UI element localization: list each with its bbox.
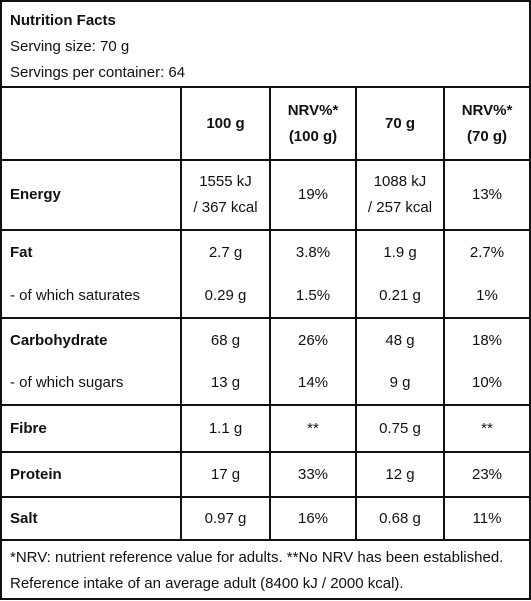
row-label: - of which saturates	[2, 275, 182, 319]
value-cell: 13 g	[180, 362, 271, 406]
column-header: NRV%* (70 g)	[443, 88, 529, 161]
value-cell: 13%	[443, 159, 529, 231]
value-cell: 12 g	[355, 451, 445, 498]
row-label: - of which sugars	[2, 362, 182, 406]
row-label: Carbohydrate	[2, 317, 182, 362]
value-cell: 16%	[269, 496, 357, 541]
value-cell: 0.29 g	[180, 275, 271, 319]
column-header: NRV%* (100 g)	[269, 88, 357, 161]
value-cell: 3.8%	[269, 229, 357, 275]
footnote-line: Reference intake of an average adult (84…	[10, 575, 404, 592]
table-row: Fibre 1.1 g ** 0.75 g **	[2, 404, 529, 453]
value-cell: 26%	[269, 317, 357, 362]
panel-header: Nutrition Facts Serving size: 70 g Servi…	[2, 2, 529, 88]
table-row: Salt 0.97 g 16% 0.68 g 11%	[2, 496, 529, 541]
value-cell: 0.68 g	[355, 496, 445, 541]
value-cell: **	[269, 404, 357, 453]
value-cell: 14%	[269, 362, 357, 406]
value-cell: 48 g	[355, 317, 445, 362]
corner-cell	[2, 88, 182, 161]
value-cell: 18%	[443, 317, 529, 362]
value-cell: 33%	[269, 451, 357, 498]
value-cell: 2.7 g	[180, 229, 271, 275]
table-row: Protein 17 g 33% 12 g 23%	[2, 451, 529, 498]
header-row: 100 g NRV%* (100 g) 70 g NRV%* (70 g)	[2, 88, 529, 161]
value-cell: 17 g	[180, 451, 271, 498]
table-row: Energy 1555 kJ / 367 kcal 19% 1088 kJ / 257…	[2, 159, 529, 231]
title: Nutrition Facts	[10, 12, 116, 29]
value-cell: 1.5%	[269, 275, 357, 319]
table-row: Fat 2.7 g 3.8% 1.9 g 2.7%	[2, 229, 529, 275]
value-cell: 10%	[443, 362, 529, 406]
column-header: 100 g	[180, 88, 271, 161]
value-cell: 0.97 g	[180, 496, 271, 541]
value-cell: 68 g	[180, 317, 271, 362]
table-row: - of which saturates 0.29 g 1.5% 0.21 g 1%	[2, 275, 529, 319]
value-cell: 1.9 g	[355, 229, 445, 275]
value-cell: 2.7%	[443, 229, 529, 275]
nutrition-table: 100 g NRV%* (100 g) 70 g NRV%* (70 g) Energ…	[2, 88, 529, 541]
value-cell: **	[443, 404, 529, 453]
servings: Servings per container: 64	[10, 64, 186, 81]
value-cell: 0.21 g	[355, 275, 445, 319]
value-cell: 1%	[443, 275, 529, 319]
footnote: *NRV: nutrient reference value for adult…	[2, 541, 529, 601]
row-label: Protein	[2, 451, 182, 498]
column-header: 70 g	[355, 88, 445, 161]
row-label: Fibre	[2, 404, 182, 453]
table-row: Carbohydrate 68 g 26% 48 g 18%	[2, 317, 529, 362]
value-cell: 23%	[443, 451, 529, 498]
row-label: Energy	[2, 159, 182, 231]
value-cell: 1.1 g	[180, 404, 271, 453]
row-label: Salt	[2, 496, 182, 541]
value-cell: 1088 kJ / 257 kcal	[355, 159, 445, 231]
table-row: - of which sugars 13 g 14% 9 g 10%	[2, 362, 529, 406]
value-cell: 19%	[269, 159, 357, 231]
value-cell: 9 g	[355, 362, 445, 406]
value-cell: 0.75 g	[355, 404, 445, 453]
value-cell: 11%	[443, 496, 529, 541]
row-label: Fat	[2, 229, 182, 275]
serving-size: Serving size: 70 g	[10, 38, 130, 55]
value-cell: 1555 kJ / 367 kcal	[180, 159, 271, 231]
footnote-line: *NRV: nutrient reference value for adult…	[10, 549, 504, 566]
